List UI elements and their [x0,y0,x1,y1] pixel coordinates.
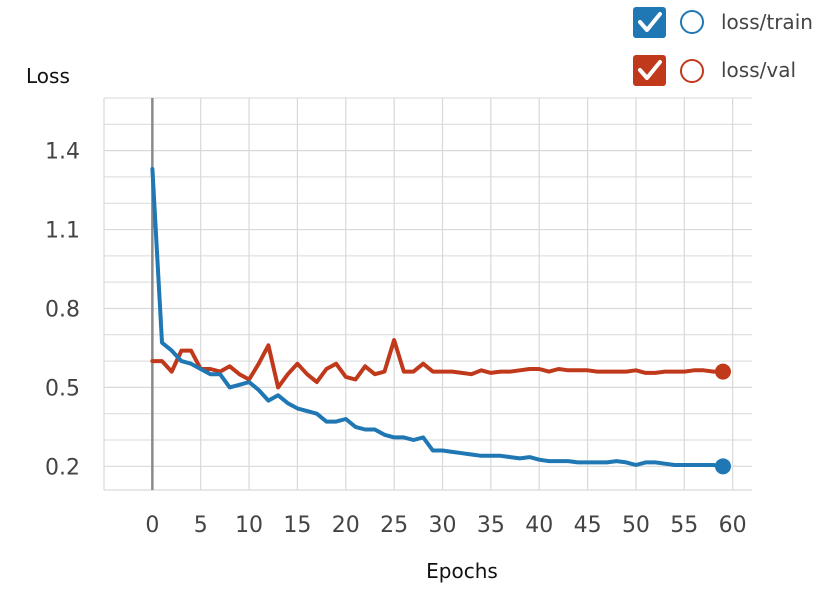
legend-item-val[interactable]: loss/val [633,55,796,86]
legend-label-val: loss/val [721,58,796,82]
series-lines [150,167,731,475]
y-tick-label: 1.1 [45,219,80,244]
series-end-marker-loss-val[interactable] [714,363,731,380]
y-tick-labels: 0.2 0.5 0.8 1.1 1.4 [45,140,80,481]
checkmark-icon [638,12,662,32]
legend-label-train: loss/train [721,10,813,34]
x-tick-label: 35 [477,513,505,538]
y-tick-label: 0.2 [45,455,80,480]
checkmark-icon [638,60,662,80]
x-tick-label: 25 [380,513,408,538]
x-tick-label: 50 [622,513,650,538]
y-tick-label: 0.5 [45,376,80,401]
x-tick-label: 0 [145,513,159,538]
legend-item-train[interactable]: loss/train [633,7,813,38]
x-tick-label: 10 [235,513,263,538]
x-tick-label: 40 [525,513,553,538]
series-line-loss-train [150,167,725,469]
series-end-marker-loss-train[interactable] [714,458,731,475]
major-gridlines [103,98,752,491]
val-series-circle-icon [680,59,704,83]
x-tick-labels: 0 5 10 15 20 25 30 35 40 45 50 55 60 [145,513,746,538]
x-tick-label: 30 [429,513,457,538]
y-tick-label: 1.4 [45,140,80,165]
x-tick-label: 55 [670,513,698,538]
minor-gridlines [104,97,752,441]
series-line-loss-val [150,338,725,390]
x-axis-title: Epochs [426,559,498,583]
train-checkbox[interactable] [633,7,666,38]
legend: loss/train loss/val [633,7,813,86]
x-tick-label: 45 [574,513,602,538]
y-axis-title: Loss [26,64,70,88]
x-tick-label: 60 [719,513,747,538]
train-series-circle-icon [680,10,704,34]
x-tick-label: 5 [194,513,208,538]
y-tick-label: 0.8 [45,297,80,322]
x-tick-label: 20 [332,513,360,538]
x-tick-label: 15 [283,513,311,538]
val-checkbox[interactable] [633,55,666,86]
